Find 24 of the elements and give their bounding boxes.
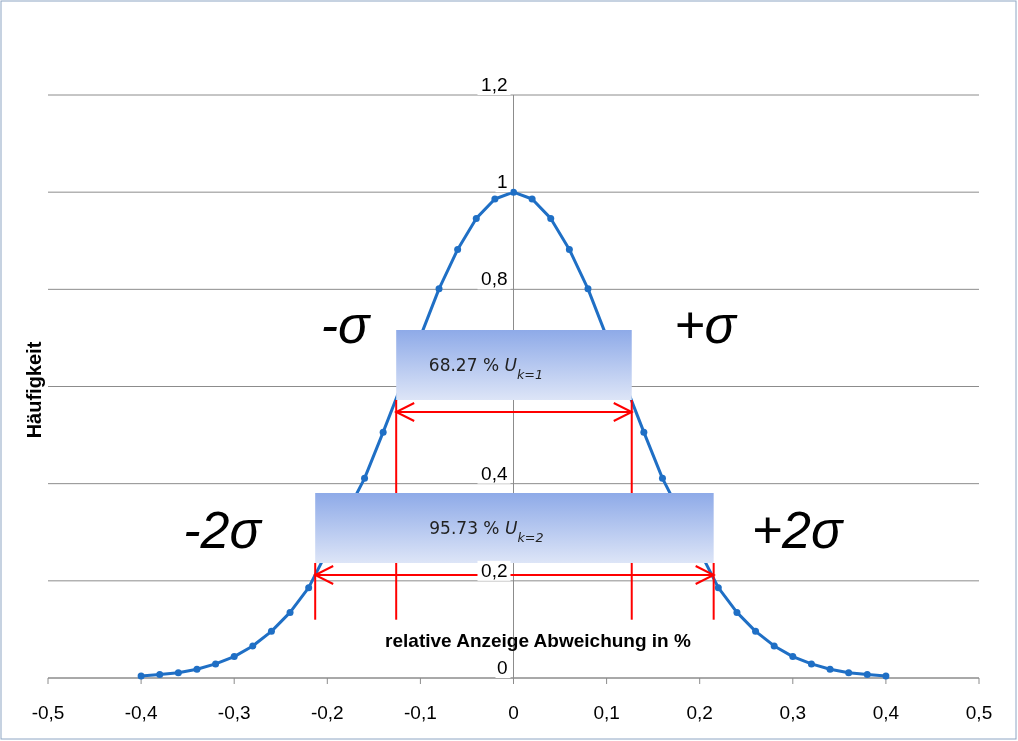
y-tick-label: 0,4 <box>481 462 508 484</box>
ref-line-label: -2σ <box>183 501 263 559</box>
x-tick-label: 0,1 <box>593 702 620 723</box>
x-tick-label: -0,1 <box>404 702 437 723</box>
x-tick-label: 0,5 <box>965 702 993 723</box>
x-tick-label: 0,4 <box>872 702 900 723</box>
y-axis-title: Häufigkeit <box>23 341 45 439</box>
y-tick-label: 1 <box>496 171 508 193</box>
y-tick-label: 0,8 <box>481 268 508 290</box>
x-tick-label: 0,2 <box>686 702 713 723</box>
y-tick-label: 0,2 <box>481 559 508 581</box>
band-label: 68.27 % U$_{k=1}$ <box>428 355 544 382</box>
ref-line-label: +σ <box>674 296 738 354</box>
y-tick-label: 0 <box>496 657 508 678</box>
x-tick-label: -0,3 <box>217 702 251 723</box>
x-tick-label: -0,5 <box>31 702 65 723</box>
x-tick-label: -0,4 <box>124 702 158 723</box>
ref-line-label: +2σ <box>751 501 844 559</box>
x-tick-label: 0,3 <box>779 702 807 723</box>
ref-line-label: -σ <box>320 296 371 354</box>
y-tick-label: 1,2 <box>481 74 508 95</box>
band-label: 95.73 % U$_{k=2}$ <box>429 518 544 545</box>
x-tick-label: -0,2 <box>310 702 344 723</box>
x-axis-title: relative Anzeige Abweichung in % <box>385 630 692 651</box>
